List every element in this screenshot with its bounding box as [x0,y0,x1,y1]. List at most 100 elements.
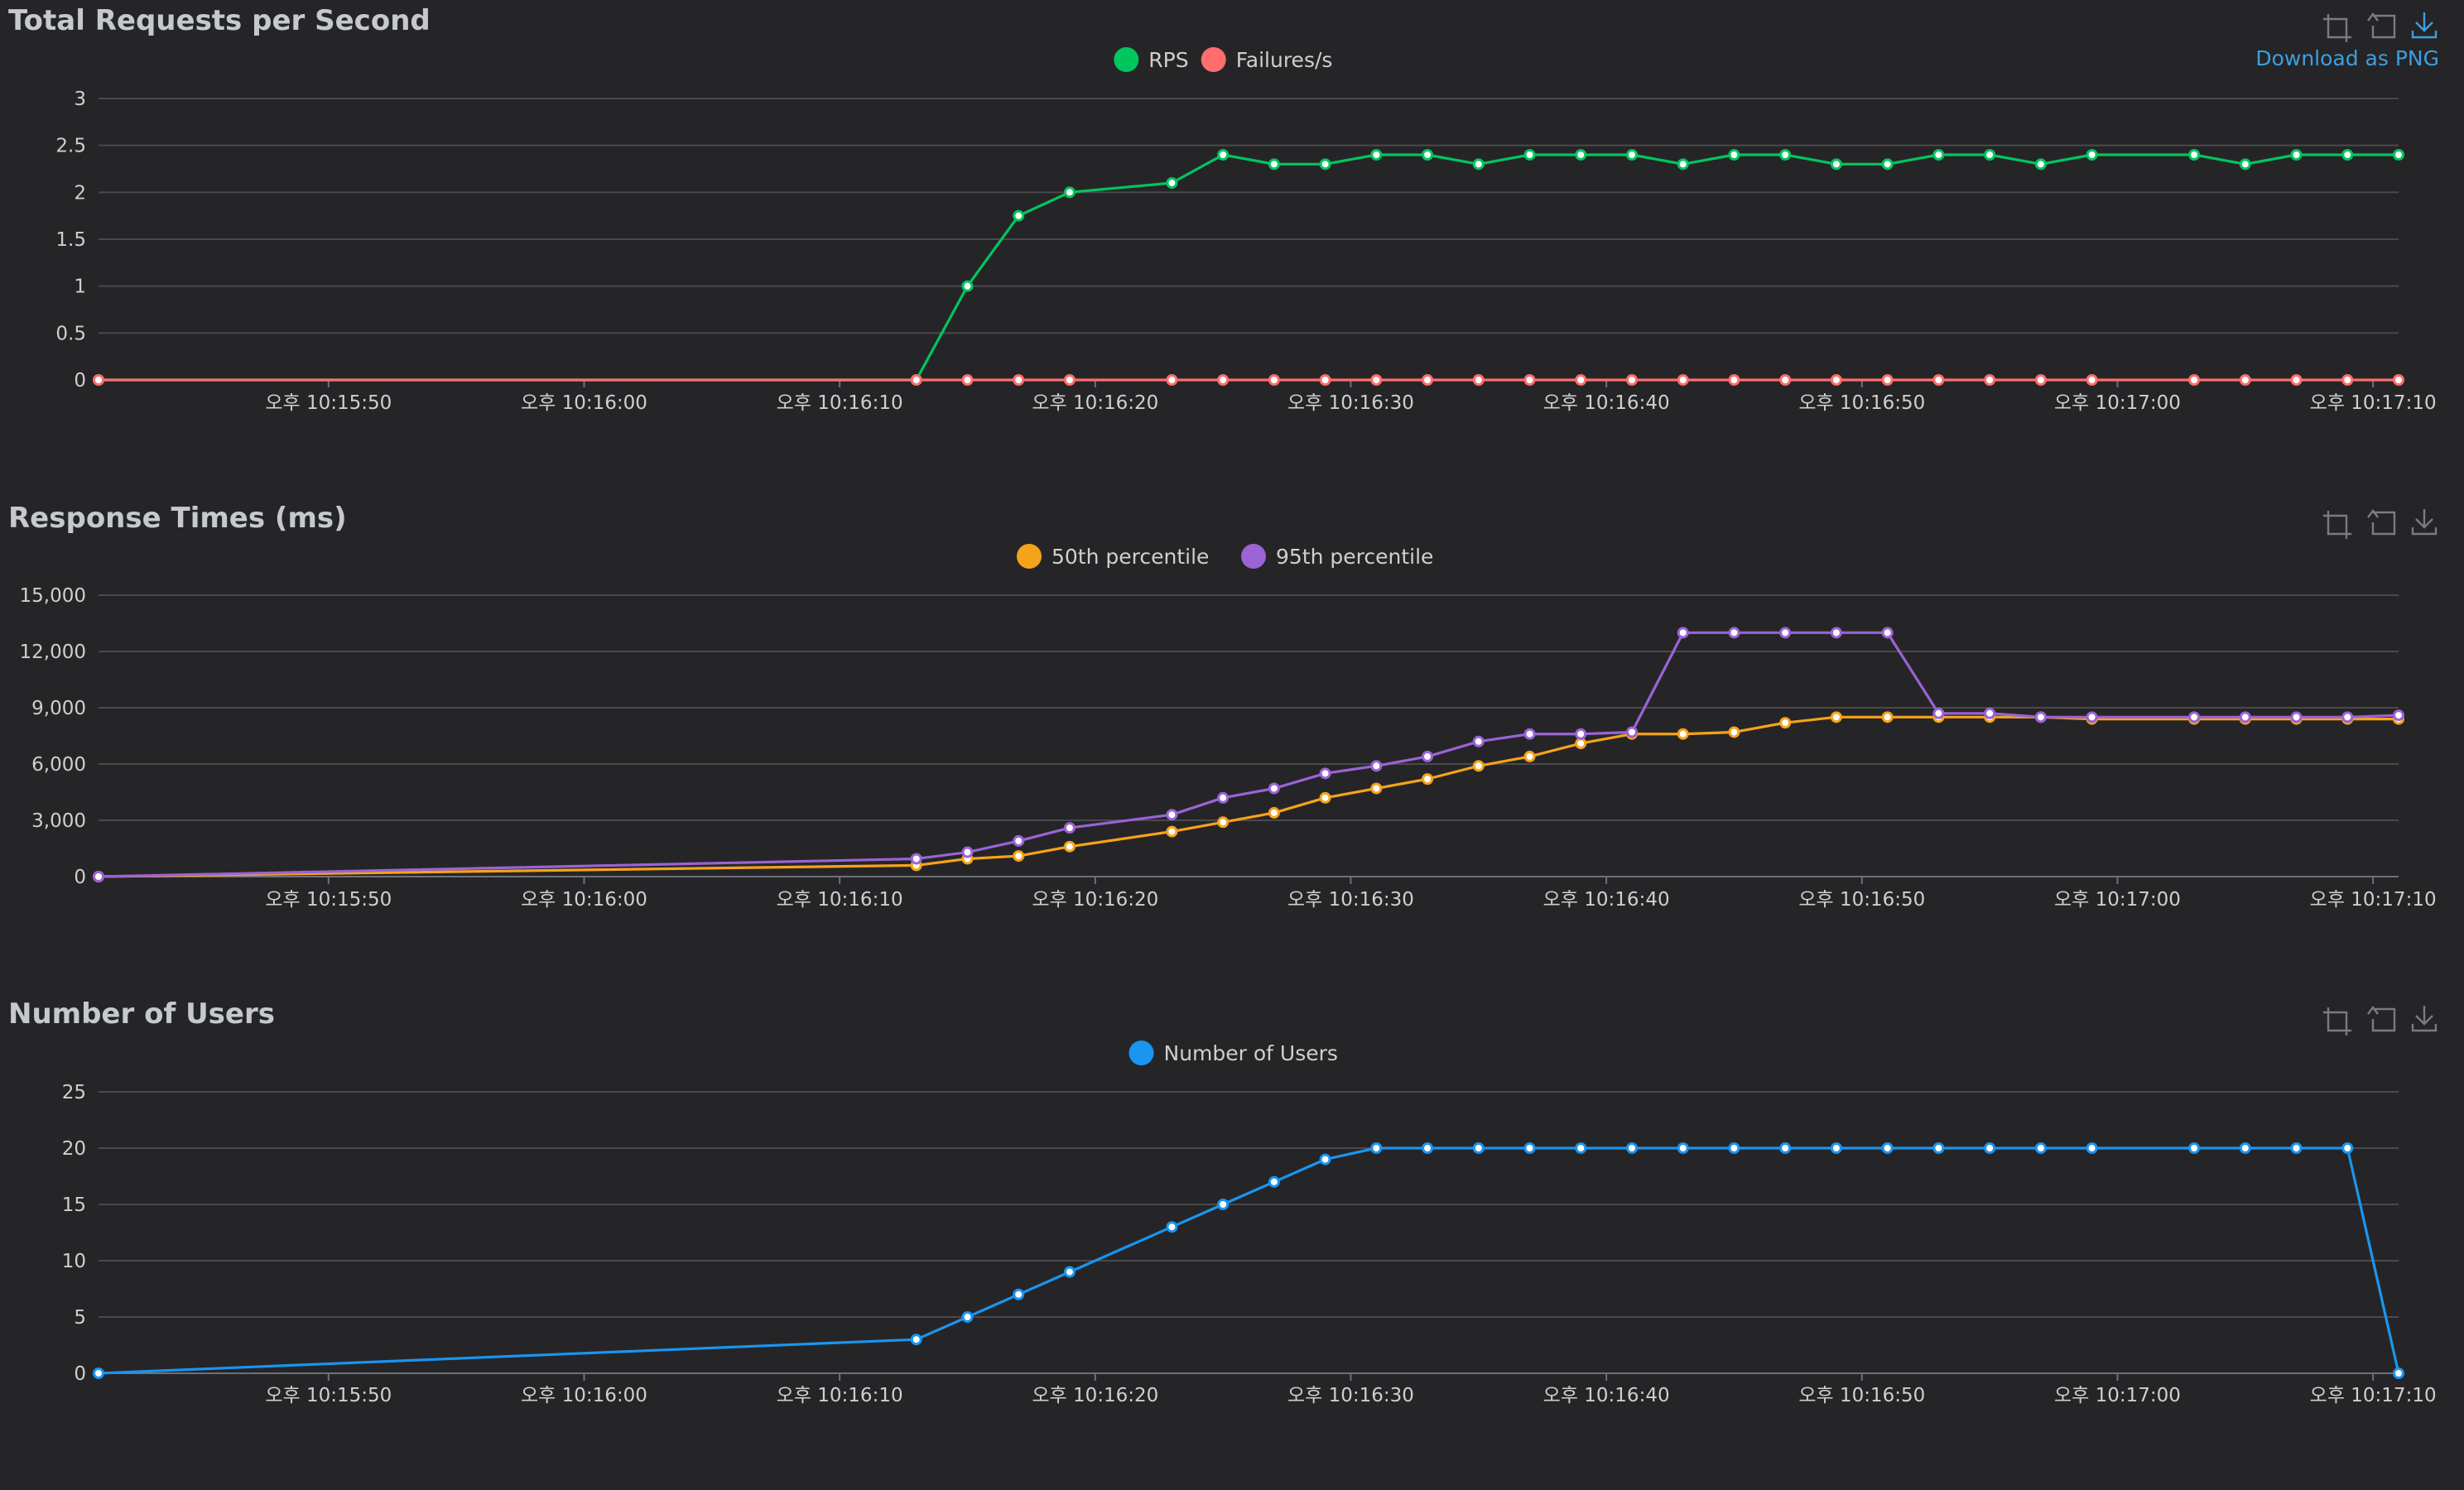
data-point[interactable] [1626,374,1638,386]
data-point[interactable] [1626,726,1638,738]
data-point[interactable] [1523,750,1536,762]
data-point[interactable] [1217,1199,1230,1210]
download-as-png-link[interactable]: Download as PNG [2255,46,2439,70]
data-point[interactable] [1472,1142,1485,1154]
data-point[interactable] [1370,1142,1383,1154]
data-point[interactable] [1063,1266,1076,1278]
data-point[interactable] [2086,1142,2098,1154]
data-point[interactable] [2086,149,2098,161]
data-point[interactable] [1626,1142,1638,1154]
restore-icon[interactable] [2367,509,2396,536]
data-point[interactable] [1268,1175,1280,1188]
data-point[interactable] [1268,806,1280,819]
data-point[interactable] [1013,209,1025,222]
data-point[interactable] [1217,374,1230,386]
data-point[interactable] [961,280,974,292]
restore-icon[interactable] [2367,12,2396,39]
data-point[interactable] [1217,816,1230,829]
data-point[interactable] [1779,374,1792,386]
data-point[interactable] [1932,707,1945,719]
data-point[interactable] [1166,809,1178,821]
data-point[interactable] [1575,374,1587,386]
data-point[interactable] [2188,711,2201,723]
data-point[interactable] [1728,1142,1740,1154]
data-point[interactable] [1728,149,1740,161]
data-point[interactable] [1422,1142,1434,1154]
data-point[interactable] [910,374,922,386]
data-point[interactable] [1063,822,1076,834]
data-point[interactable] [1370,760,1383,772]
data-point[interactable] [2393,709,2404,722]
data-point[interactable] [2086,374,2098,386]
data-point[interactable] [1268,374,1280,386]
data-point[interactable] [1575,149,1587,161]
data-point[interactable] [2239,1142,2251,1154]
legend-item[interactable]: Failures/s [1201,47,1333,72]
data-point[interactable] [1523,1142,1536,1154]
data-point[interactable] [1575,738,1587,750]
data-point[interactable] [1319,158,1331,171]
data-point[interactable] [2086,711,2098,723]
data-point[interactable] [2393,149,2404,161]
data-point[interactable] [1472,760,1485,772]
data-point[interactable] [1166,825,1178,838]
data-point[interactable] [1677,1142,1689,1154]
data-point[interactable] [1268,782,1280,795]
data-point[interactable] [910,1334,922,1346]
legend-item[interactable]: RPS [1114,47,1189,72]
data-point[interactable] [93,374,104,386]
data-point[interactable] [1319,1153,1331,1166]
data-point[interactable] [2239,711,2251,723]
data-point[interactable] [1626,149,1638,161]
data-point[interactable] [1728,374,1740,386]
data-point[interactable] [2290,1142,2303,1154]
download-icon[interactable] [2411,1006,2438,1032]
data-point[interactable] [1166,1221,1178,1233]
zoom-icon[interactable] [2323,1007,2351,1036]
data-point[interactable] [1728,726,1740,738]
data-point[interactable] [2188,149,2201,161]
data-point[interactable] [2393,374,2404,386]
data-point[interactable] [1217,149,1230,161]
data-point[interactable] [2341,374,2354,386]
data-point[interactable] [2290,711,2303,723]
download-icon[interactable] [2411,12,2438,39]
data-point[interactable] [1984,149,1996,161]
data-point[interactable] [1472,374,1485,386]
data-point[interactable] [1984,374,1996,386]
data-point[interactable] [1677,728,1689,740]
data-point[interactable] [1881,374,1894,386]
data-point[interactable] [1063,186,1076,199]
download-icon[interactable] [2411,509,2438,536]
data-point[interactable] [1370,149,1383,161]
data-point[interactable] [1268,158,1280,171]
data-point[interactable] [1523,728,1536,740]
data-point[interactable] [961,1311,974,1323]
data-point[interactable] [1881,1142,1894,1154]
data-point[interactable] [1472,735,1485,747]
data-point[interactable] [1166,177,1178,189]
restore-icon[interactable] [2367,1006,2396,1032]
data-point[interactable] [1575,1142,1587,1154]
legend-item[interactable]: 95th percentile [1241,544,1433,569]
data-point[interactable] [1779,1142,1792,1154]
data-point[interactable] [2341,711,2354,723]
data-point[interactable] [1984,707,1996,719]
data-point[interactable] [2393,1367,2404,1379]
data-point[interactable] [1677,627,1689,639]
data-point[interactable] [1830,374,1842,386]
data-point[interactable] [1319,767,1331,780]
data-point[interactable] [93,871,104,882]
data-point[interactable] [2034,711,2047,723]
data-point[interactable] [1422,374,1434,386]
data-point[interactable] [1728,627,1740,639]
legend-item[interactable]: Number of Users [1129,1041,1338,1065]
data-point[interactable] [2341,1142,2354,1154]
data-point[interactable] [1422,750,1434,762]
data-point[interactable] [1830,627,1842,639]
data-point[interactable] [1370,374,1383,386]
data-point[interactable] [2290,374,2303,386]
data-point[interactable] [1523,374,1536,386]
data-point[interactable] [2290,149,2303,161]
data-point[interactable] [1422,773,1434,786]
